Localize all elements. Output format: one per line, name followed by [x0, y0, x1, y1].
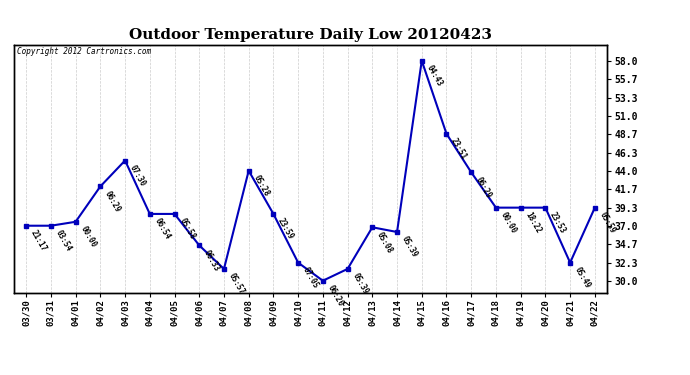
Text: 04:43: 04:43 — [424, 63, 444, 88]
Text: 03:54: 03:54 — [54, 228, 73, 253]
Text: 06:54: 06:54 — [152, 217, 172, 241]
Text: 05:28: 05:28 — [251, 174, 270, 198]
Text: 23:59: 23:59 — [276, 217, 295, 241]
Text: 18:22: 18:22 — [524, 210, 543, 235]
Text: 05:57: 05:57 — [227, 272, 246, 296]
Text: 05:59: 05:59 — [598, 210, 617, 235]
Text: 06:29: 06:29 — [474, 175, 493, 200]
Text: 05:39: 05:39 — [400, 235, 419, 259]
Text: 05:39: 05:39 — [351, 272, 370, 296]
Text: 06:29: 06:29 — [103, 189, 122, 214]
Text: 05:08: 05:08 — [375, 230, 395, 255]
Text: Copyright 2012 Cartronics.com: Copyright 2012 Cartronics.com — [17, 48, 151, 57]
Text: 23:53: 23:53 — [548, 210, 567, 235]
Text: 21:17: 21:17 — [29, 228, 48, 253]
Text: 23:51: 23:51 — [449, 136, 469, 161]
Text: 07:30: 07:30 — [128, 163, 147, 188]
Text: 07:05: 07:05 — [301, 266, 320, 290]
Text: 05:58: 05:58 — [177, 217, 197, 241]
Text: 06:20: 06:20 — [326, 284, 345, 308]
Text: 00:00: 00:00 — [79, 225, 98, 249]
Text: 05:49: 05:49 — [573, 266, 592, 290]
Text: 00:00: 00:00 — [499, 210, 518, 235]
Title: Outdoor Temperature Daily Low 20120423: Outdoor Temperature Daily Low 20120423 — [129, 28, 492, 42]
Text: 06:33: 06:33 — [202, 248, 221, 273]
